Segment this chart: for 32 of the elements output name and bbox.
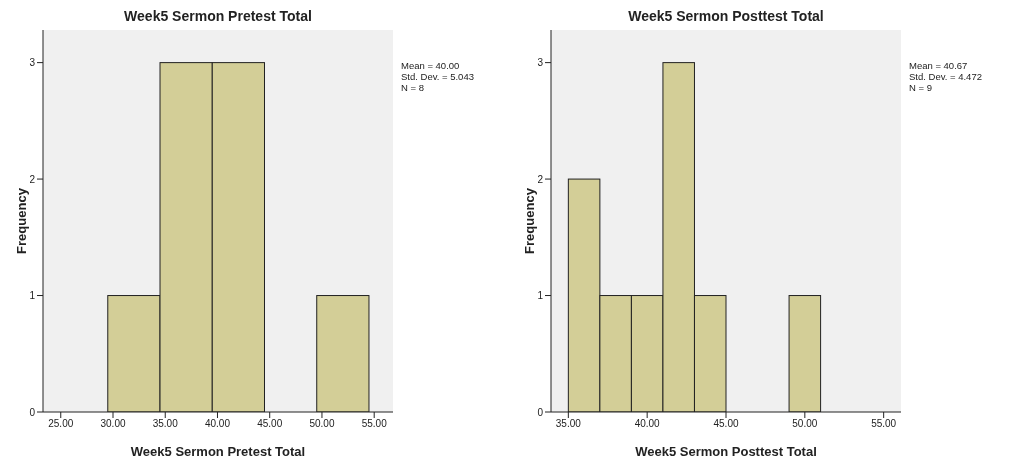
- y-axis-title: Frequency: [13, 187, 29, 254]
- y-axis-title: Frequency: [521, 187, 537, 254]
- x-axis-title: Week5 Sermon Pretest Total: [130, 444, 306, 459]
- x-tick-label: 35.00: [152, 418, 179, 430]
- y-tick-label: 2: [29, 173, 36, 185]
- x-tick-label: 55.00: [871, 418, 897, 430]
- x-tick-label: 30.00: [100, 418, 126, 430]
- y-tick-label: 0: [29, 406, 36, 418]
- y-tick-label: 2: [537, 173, 544, 185]
- y-tick-label: 3: [537, 57, 544, 69]
- x-tick-label: 40.00: [634, 418, 661, 430]
- text: N = 8: [401, 82, 425, 93]
- chart-title: Week5 Sermon Posttest Total: [627, 8, 825, 24]
- text: Mean = 40.00: [401, 60, 461, 71]
- chart-title: Week5 Sermon Pretest Total: [123, 8, 313, 24]
- y-tick-label: 0: [537, 406, 544, 418]
- x-tick-label: 55.00: [361, 418, 388, 430]
- x-tick-label: 45.00: [257, 418, 283, 430]
- x-tick-label: 35.00: [555, 418, 582, 430]
- x-axis-title: Week5 Sermon Posttest Total: [635, 444, 817, 459]
- text: Std. Dev. = 5.043: [401, 71, 474, 82]
- x-tick-label: 45.00: [713, 418, 739, 430]
- y-tick-label: 3: [29, 57, 36, 69]
- x-tick-label: 40.00: [204, 418, 231, 430]
- x-tick-label: 50.00: [792, 418, 818, 430]
- text: Std. Dev. = 4.472: [909, 71, 982, 82]
- y-tick-label: 1: [537, 290, 544, 302]
- x-tick-label: 25.00: [48, 418, 74, 430]
- text: N = 9: [909, 82, 933, 93]
- text: Mean = 40.67: [909, 60, 969, 71]
- y-tick-label: 1: [29, 290, 36, 302]
- x-tick-label: 50.00: [309, 418, 335, 430]
